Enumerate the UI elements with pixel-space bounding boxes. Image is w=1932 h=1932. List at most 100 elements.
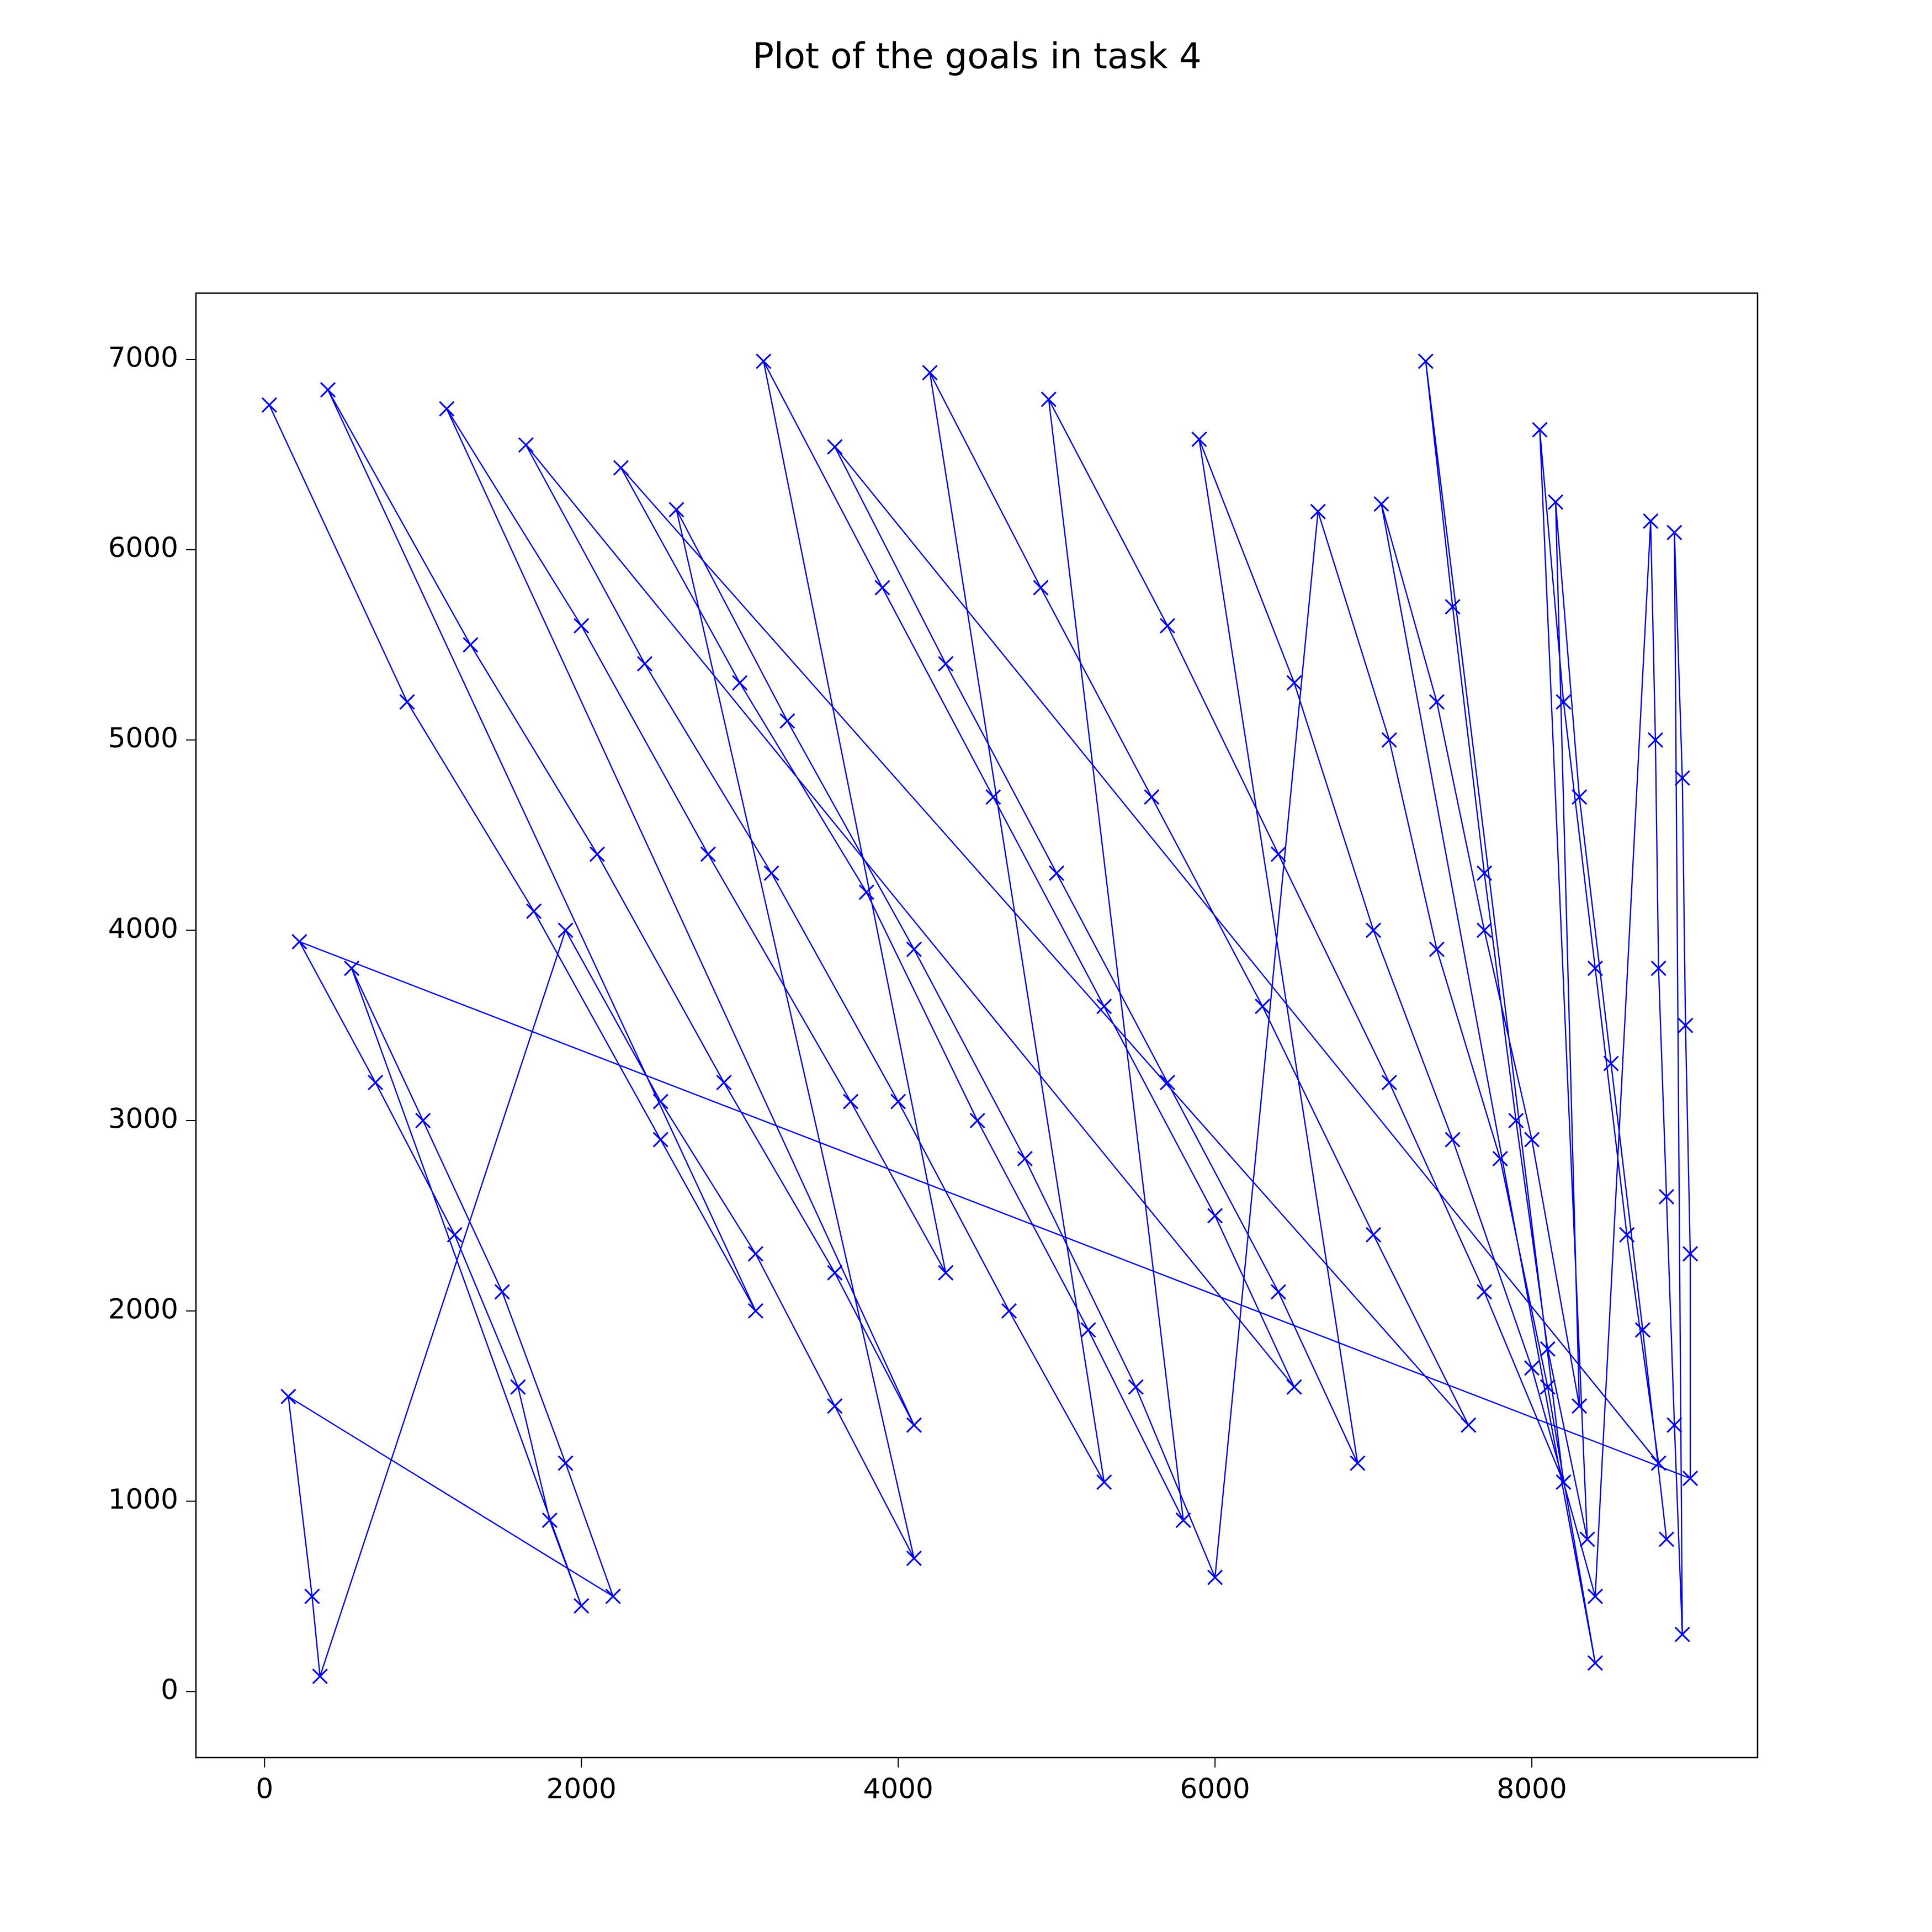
data-marker bbox=[1445, 1132, 1461, 1148]
data-marker bbox=[1159, 1075, 1176, 1091]
data-marker bbox=[938, 1265, 954, 1281]
data-marker bbox=[827, 1398, 843, 1414]
data-marker bbox=[463, 637, 479, 653]
y-tick-label: 3000 bbox=[108, 1103, 178, 1135]
data-marker bbox=[827, 439, 843, 455]
data-marker bbox=[1175, 1512, 1191, 1528]
data-marker bbox=[1041, 391, 1057, 407]
data-marker bbox=[763, 865, 779, 881]
data-marker bbox=[558, 1455, 574, 1471]
data-marker bbox=[1540, 1341, 1556, 1357]
data-marker bbox=[1556, 694, 1572, 710]
data-marker bbox=[605, 1588, 621, 1605]
data-marker bbox=[747, 1246, 763, 1262]
data-marker bbox=[447, 1227, 463, 1243]
data-marker bbox=[1476, 1284, 1493, 1300]
x-tick-label: 4000 bbox=[863, 1773, 933, 1805]
y-tick-label: 0 bbox=[161, 1674, 178, 1706]
data-marker bbox=[1540, 1379, 1556, 1395]
data-marker bbox=[906, 1550, 922, 1567]
data-marker bbox=[368, 1075, 384, 1091]
data-marker bbox=[1666, 524, 1682, 540]
data-marker bbox=[1666, 1417, 1682, 1433]
data-marker bbox=[827, 1265, 843, 1281]
data-marker bbox=[1682, 1246, 1699, 1262]
data-marker bbox=[518, 437, 534, 453]
data-marker bbox=[1096, 1474, 1112, 1490]
data-marker bbox=[574, 618, 590, 634]
data-marker bbox=[510, 1379, 526, 1395]
x-tick-label: 6000 bbox=[1180, 1773, 1250, 1805]
data-marker bbox=[1270, 1284, 1286, 1300]
data-marker bbox=[652, 1094, 668, 1110]
data-marker bbox=[1286, 1379, 1302, 1395]
x-tick-label: 8000 bbox=[1496, 1773, 1567, 1805]
data-marker bbox=[1508, 1112, 1524, 1129]
data-marker bbox=[415, 1112, 431, 1129]
data-marker bbox=[969, 1112, 985, 1129]
data-marker bbox=[542, 1512, 558, 1528]
data-marker bbox=[1619, 1227, 1635, 1243]
x-tick-label: 2000 bbox=[546, 1773, 617, 1805]
data-marker bbox=[1658, 1188, 1675, 1205]
data-marker bbox=[494, 1284, 510, 1300]
data-marker bbox=[1128, 1379, 1144, 1395]
data-marker bbox=[320, 382, 336, 398]
data-marker bbox=[1350, 1455, 1366, 1471]
data-marker bbox=[1476, 865, 1493, 881]
data-marker bbox=[1049, 865, 1065, 881]
data-marker bbox=[985, 789, 1001, 805]
data-marker bbox=[1191, 431, 1207, 447]
data-marker bbox=[1429, 941, 1445, 957]
data-marker bbox=[1647, 732, 1663, 748]
data-marker bbox=[747, 1303, 763, 1319]
data-marker bbox=[312, 1668, 328, 1684]
data-marker bbox=[1381, 1075, 1397, 1091]
data-marker bbox=[1017, 1150, 1033, 1167]
chart-title: Plot of the goals in task 4 bbox=[752, 36, 1201, 77]
data-marker bbox=[1524, 1132, 1540, 1148]
data-marker bbox=[291, 933, 307, 950]
data-marker bbox=[890, 1094, 906, 1110]
data-marker bbox=[779, 713, 795, 729]
data-marker bbox=[1634, 1322, 1651, 1338]
x-tick-label: 0 bbox=[256, 1773, 273, 1805]
data-marker bbox=[906, 941, 922, 957]
data-marker bbox=[652, 1132, 668, 1148]
y-tick-label: 7000 bbox=[108, 341, 178, 373]
data-marker bbox=[1144, 789, 1160, 805]
data-marker bbox=[1492, 1150, 1508, 1167]
data-marker bbox=[526, 903, 542, 919]
data-marker bbox=[1207, 1569, 1223, 1585]
data-marker bbox=[1548, 494, 1564, 510]
data-marker bbox=[1270, 846, 1286, 862]
data-marker bbox=[1207, 1208, 1223, 1224]
data-marker bbox=[1678, 1017, 1694, 1033]
data-marker bbox=[1524, 1360, 1540, 1376]
data-marker bbox=[1418, 353, 1434, 369]
data-marker bbox=[1159, 618, 1176, 634]
data-marker bbox=[938, 656, 954, 672]
data-marker bbox=[858, 884, 874, 900]
data-marker bbox=[1682, 1471, 1699, 1487]
data-marker bbox=[1587, 1655, 1603, 1671]
data-marker bbox=[1572, 1398, 1588, 1414]
data-marker bbox=[439, 401, 455, 417]
data-marker bbox=[700, 846, 716, 862]
data-marker bbox=[1587, 960, 1603, 976]
data-marker bbox=[874, 580, 890, 596]
data-marker bbox=[1476, 922, 1493, 938]
y-tick-label: 1000 bbox=[108, 1483, 178, 1515]
data-marker bbox=[756, 353, 772, 369]
data-marker bbox=[922, 365, 938, 381]
data-marker bbox=[1461, 1417, 1477, 1433]
data-marker bbox=[1286, 675, 1302, 691]
data-marker bbox=[1658, 1531, 1675, 1547]
data-marker bbox=[1080, 1322, 1096, 1338]
data-marker bbox=[1603, 1055, 1619, 1071]
data-marker bbox=[732, 675, 748, 691]
data-marker bbox=[1572, 789, 1588, 805]
data-marker bbox=[589, 846, 605, 862]
